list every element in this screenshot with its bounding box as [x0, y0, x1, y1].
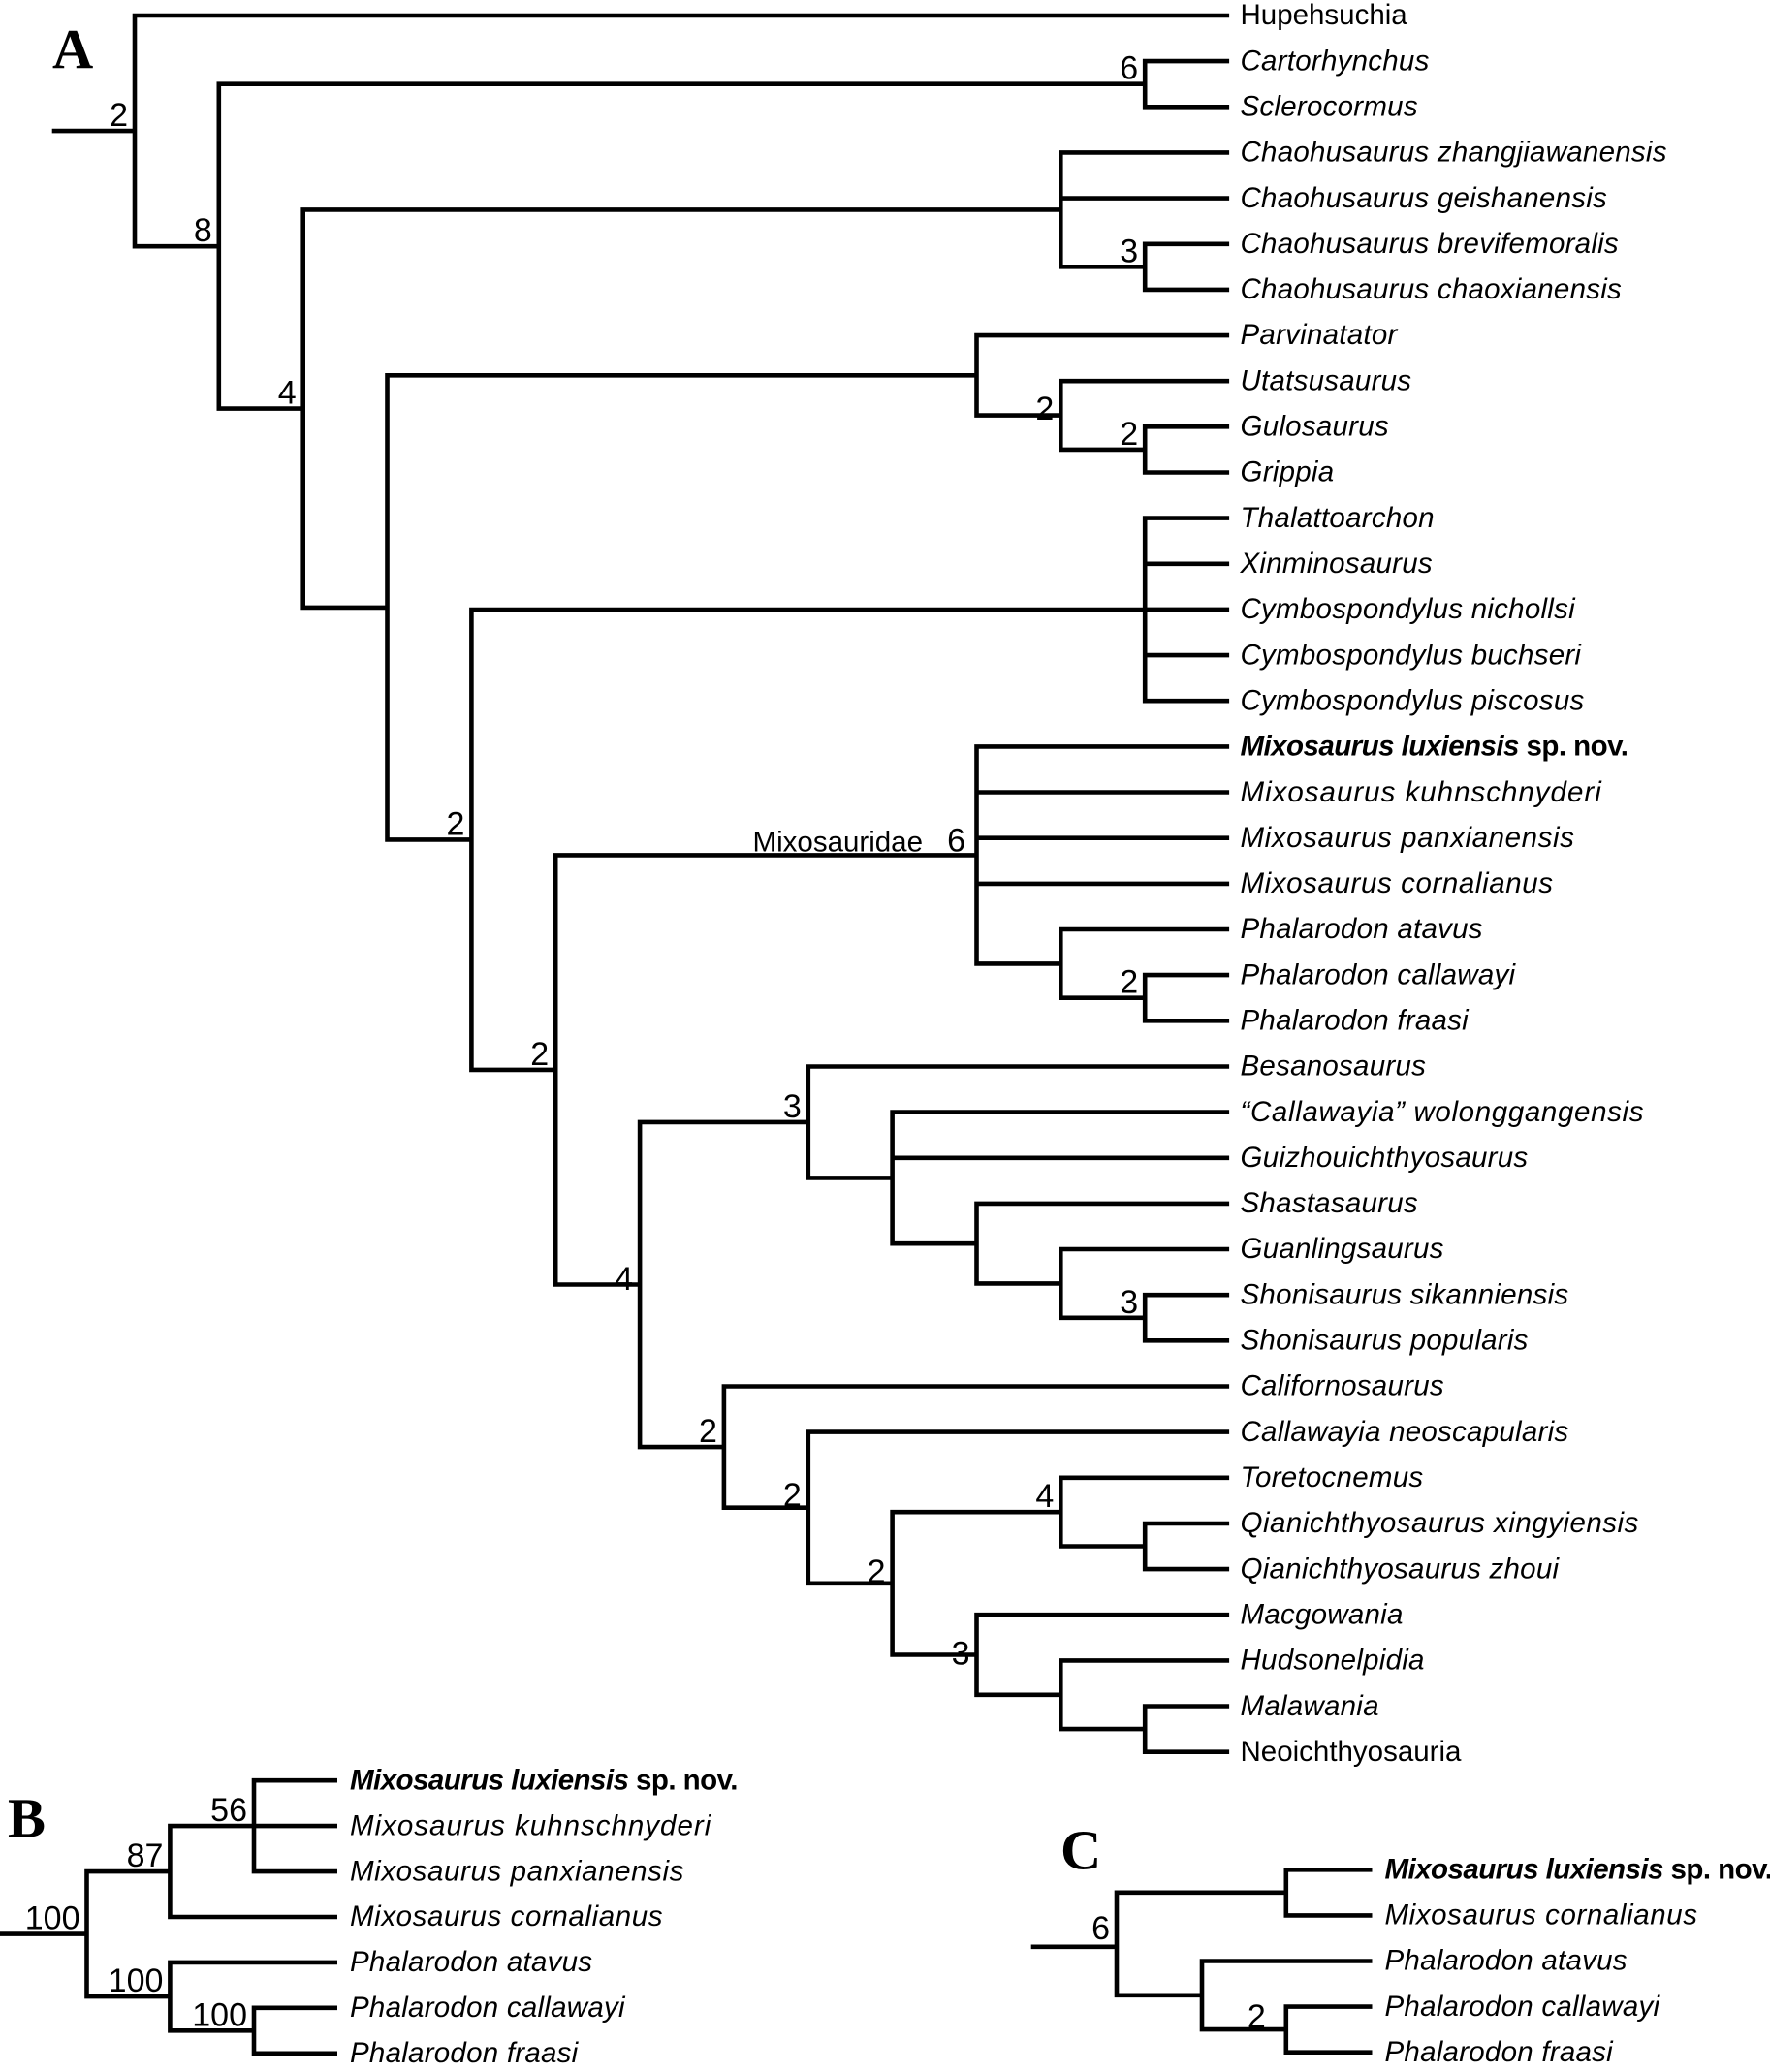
svg-text:2: 2	[1248, 1998, 1266, 2035]
svg-text:Parvinatator: Parvinatator	[1241, 319, 1399, 351]
svg-text:Guanlingsaurus: Guanlingsaurus	[1241, 1233, 1444, 1265]
svg-text:Chaohusaurus zhangjiawanensis: Chaohusaurus zhangjiawanensis	[1241, 137, 1667, 169]
svg-text:Chaohusaurus chaoxianensis: Chaohusaurus chaoxianensis	[1241, 273, 1623, 305]
svg-text:Cymbospondylus nichollsi: Cymbospondylus nichollsi	[1241, 593, 1577, 625]
svg-text:Shastasaurus: Shastasaurus	[1241, 1187, 1418, 1219]
svg-text:Hupehsuchia: Hupehsuchia	[1241, 0, 1408, 31]
svg-text:C: C	[1060, 1818, 1101, 1881]
svg-text:Macgowania: Macgowania	[1241, 1599, 1404, 1631]
svg-text:Mixosaurus cornalianus: Mixosaurus cornalianus	[1241, 867, 1554, 899]
svg-text:Cymbospondylus piscosus: Cymbospondylus piscosus	[1241, 685, 1585, 717]
svg-text:Utatsusaurus: Utatsusaurus	[1241, 364, 1412, 396]
svg-text:100: 100	[192, 1996, 247, 2033]
svg-text:“Callawayia” wolonggangensis: “Callawayia” wolonggangensis	[1241, 1096, 1645, 1128]
svg-text:Phalarodon atavus: Phalarodon atavus	[350, 1946, 592, 1978]
svg-text:4: 4	[615, 1261, 633, 1298]
svg-text:100: 100	[109, 1962, 164, 1999]
svg-text:Phalarodon atavus: Phalarodon atavus	[1241, 913, 1483, 945]
svg-text:Qianichthyosaurus zhoui: Qianichthyosaurus zhoui	[1241, 1553, 1561, 1585]
svg-text:Phalarodon fraasi: Phalarodon fraasi	[350, 2037, 580, 2069]
svg-text:3: 3	[1120, 233, 1138, 269]
svg-text:Mixosaurus luxiensis sp. nov.: Mixosaurus luxiensis sp. nov.	[350, 1764, 738, 1796]
svg-text:2: 2	[110, 97, 128, 134]
svg-text:Grippia: Grippia	[1241, 456, 1335, 488]
svg-text:3: 3	[1120, 1284, 1138, 1321]
svg-text:Callawayia neoscapularis: Callawayia neoscapularis	[1241, 1416, 1569, 1448]
svg-text:Phalarodon fraasi: Phalarodon fraasi	[1241, 1005, 1470, 1037]
svg-text:Neoichthyosauria: Neoichthyosauria	[1241, 1736, 1463, 1768]
svg-text:B: B	[8, 1786, 46, 1849]
svg-text:56: 56	[210, 1792, 247, 1829]
svg-text:Mixosaurus kuhnschnyderi: Mixosaurus kuhnschnyderi	[1241, 776, 1603, 808]
svg-text:2: 2	[1120, 416, 1138, 453]
svg-text:Chaohusaurus geishanensis: Chaohusaurus geishanensis	[1241, 182, 1608, 214]
svg-text:Mixosaurus panxianensis: Mixosaurus panxianensis	[350, 1855, 684, 1887]
svg-text:3: 3	[952, 1636, 970, 1673]
svg-text:Mixosaurus luxiensis sp. nov.: Mixosaurus luxiensis sp. nov.	[1241, 731, 1628, 763]
svg-text:3: 3	[783, 1088, 802, 1125]
svg-text:Sclerocormus: Sclerocormus	[1241, 91, 1418, 123]
svg-text:4: 4	[1035, 1478, 1054, 1515]
svg-text:Guizhouichthyosaurus: Guizhouichthyosaurus	[1241, 1142, 1529, 1174]
svg-text:Phalarodon callawayi: Phalarodon callawayi	[1385, 1991, 1661, 2023]
svg-text:Mixosaurus kuhnschnyderi: Mixosaurus kuhnschnyderi	[350, 1809, 712, 1841]
svg-text:Shonisaurus popularis: Shonisaurus popularis	[1241, 1325, 1529, 1357]
svg-text:Gulosaurus: Gulosaurus	[1241, 411, 1389, 443]
svg-text:2: 2	[699, 1413, 717, 1450]
svg-text:Shonisaurus sikanniensis: Shonisaurus sikanniensis	[1241, 1278, 1569, 1310]
svg-text:Mixosaurus cornalianus: Mixosaurus cornalianus	[350, 1900, 663, 1932]
svg-text:Hudsonelpidia: Hudsonelpidia	[1241, 1645, 1425, 1677]
svg-text:2: 2	[530, 1036, 549, 1073]
svg-text:4: 4	[278, 375, 297, 412]
svg-text:Mixosaurus cornalianus: Mixosaurus cornalianus	[1385, 1899, 1698, 1931]
svg-text:87: 87	[127, 1837, 164, 1874]
svg-text:6: 6	[947, 822, 965, 859]
svg-text:Xinminosaurus: Xinminosaurus	[1240, 548, 1433, 580]
svg-text:Phalarodon fraasi: Phalarodon fraasi	[1385, 2036, 1615, 2068]
svg-text:A: A	[52, 17, 93, 80]
svg-text:100: 100	[25, 1900, 80, 1937]
svg-text:Phalarodon callawayi: Phalarodon callawayi	[350, 1992, 626, 2024]
svg-text:Malawania: Malawania	[1241, 1690, 1379, 1722]
svg-text:2: 2	[1120, 964, 1138, 1001]
svg-text:Cartorhynchus: Cartorhynchus	[1241, 45, 1430, 77]
svg-text:Phalarodon callawayi: Phalarodon callawayi	[1241, 958, 1517, 990]
svg-text:Thalattoarchon: Thalattoarchon	[1241, 502, 1435, 534]
svg-text:Mixosaurus panxianensis: Mixosaurus panxianensis	[1241, 822, 1575, 854]
svg-text:Cymbospondylus buchseri: Cymbospondylus buchseri	[1241, 639, 1583, 671]
svg-text:8: 8	[194, 212, 212, 249]
svg-text:6: 6	[1120, 50, 1138, 87]
svg-text:2: 2	[1035, 391, 1054, 427]
svg-text:Besanosaurus: Besanosaurus	[1241, 1051, 1427, 1083]
svg-text:Mixosaurus luxiensis sp. nov.: Mixosaurus luxiensis sp. nov.	[1385, 1854, 1770, 1886]
svg-text:2: 2	[868, 1554, 886, 1590]
svg-text:Qianichthyosaurus xingyiensis: Qianichthyosaurus xingyiensis	[1241, 1507, 1639, 1539]
svg-text:6: 6	[1091, 1910, 1110, 1947]
svg-text:Mixosauridae: Mixosauridae	[753, 826, 923, 858]
svg-text:2: 2	[446, 805, 464, 842]
svg-text:Phalarodon atavus: Phalarodon atavus	[1385, 1945, 1628, 1977]
svg-text:2: 2	[783, 1477, 802, 1514]
svg-text:Californosaurus: Californosaurus	[1241, 1370, 1444, 1402]
svg-text:Toretocnemus: Toretocnemus	[1241, 1461, 1424, 1493]
svg-text:Chaohusaurus brevifemoralis: Chaohusaurus brevifemoralis	[1241, 228, 1619, 260]
